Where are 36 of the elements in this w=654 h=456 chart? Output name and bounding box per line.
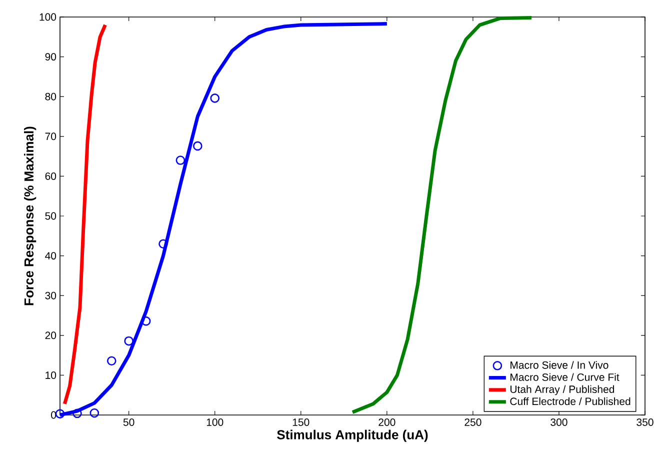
y-tick-label: 70 <box>45 132 56 140</box>
y-tick-label: 20 <box>45 332 56 340</box>
x-tick-label: 300 <box>550 418 568 426</box>
point <box>210 94 220 103</box>
point <box>176 156 186 165</box>
point <box>124 336 134 346</box>
x-tick-label: 250 <box>464 418 482 426</box>
y-tick-label: 40 <box>45 252 56 260</box>
y-tick-label: 10 <box>46 371 56 379</box>
x-tick-label: 150 <box>292 418 310 426</box>
point <box>193 141 202 151</box>
y-tick-label: 0 <box>51 411 56 419</box>
x-axis-title: Stimulus Amplitude (uA) <box>277 430 428 442</box>
legend-label: Macro Sieve / Curve Fit <box>510 373 620 381</box>
point <box>158 239 168 249</box>
x-tick-label: 200 <box>378 418 396 426</box>
line-series <box>58 22 389 417</box>
legend-label: Utah Array / Published <box>510 385 614 396</box>
x-tick-label: 350 <box>636 418 654 426</box>
point <box>72 408 82 418</box>
y-axis-title: Force Response (% Maximal) <box>24 126 36 306</box>
legend-label: Macro Sieve / In Vivo <box>510 361 608 369</box>
point <box>90 408 100 418</box>
point <box>141 316 151 326</box>
y-tick-label: 80 <box>45 92 56 100</box>
y-tick-label: 30 <box>45 292 56 300</box>
y-tick-label: 60 <box>45 172 56 180</box>
x-tick-label: 100 <box>206 418 224 426</box>
y-tick-label: 50 <box>45 212 56 220</box>
point <box>55 409 65 418</box>
x-tick-label: 50 <box>123 418 134 426</box>
y-tick-label: 100 <box>40 13 56 21</box>
point <box>106 356 116 366</box>
y-tick-label: 90 <box>45 53 56 61</box>
line-series <box>62 23 107 406</box>
legend-label: Cuff Electrode / Published <box>510 397 630 406</box>
